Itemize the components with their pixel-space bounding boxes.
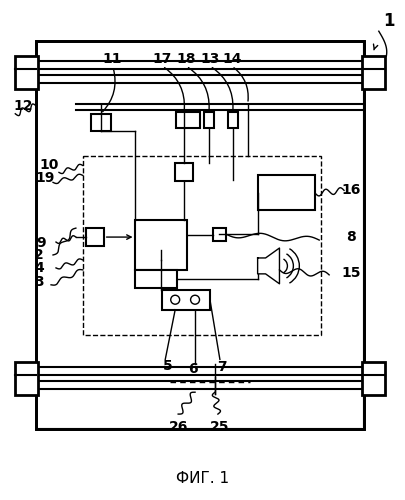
Bar [85, 228, 103, 246]
Bar [36, 41, 363, 429]
Text: 10: 10 [39, 158, 59, 172]
Text: 8: 8 [345, 230, 355, 244]
Text: 7: 7 [217, 360, 226, 374]
Text: 11: 11 [102, 52, 122, 66]
Bar [15, 56, 38, 89]
Bar [15, 362, 38, 395]
Text: 12: 12 [13, 99, 33, 113]
Text: 19: 19 [35, 172, 55, 185]
Bar [257, 176, 314, 210]
Polygon shape [257, 248, 279, 284]
Circle shape [190, 295, 199, 304]
Bar [135, 220, 187, 270]
Text: 1: 1 [382, 12, 394, 30]
Bar [361, 362, 384, 395]
Text: 9: 9 [36, 236, 46, 250]
Bar [36, 368, 363, 389]
Bar [227, 112, 237, 128]
Bar [176, 112, 200, 128]
Bar [91, 114, 111, 130]
Text: 2: 2 [34, 248, 44, 262]
Text: 3: 3 [34, 275, 44, 289]
Bar [361, 56, 384, 89]
Text: 16: 16 [341, 184, 360, 198]
Text: 4: 4 [34, 261, 44, 275]
Bar [135, 270, 177, 288]
Text: 15: 15 [340, 266, 360, 280]
Bar [83, 156, 320, 334]
Text: 6: 6 [188, 362, 197, 376]
Text: 5: 5 [163, 360, 173, 374]
Text: 26: 26 [168, 420, 188, 434]
Bar [203, 112, 213, 128]
Bar [36, 41, 363, 429]
Text: 17: 17 [152, 52, 172, 66]
Text: 25: 25 [210, 420, 229, 434]
Text: ФИГ. 1: ФИГ. 1 [176, 471, 229, 486]
Text: 14: 14 [222, 52, 241, 66]
Bar [212, 228, 225, 241]
Bar [162, 290, 209, 310]
Bar [175, 164, 193, 182]
Circle shape [170, 295, 179, 304]
Bar [38, 43, 361, 427]
Bar [36, 61, 363, 83]
Text: 13: 13 [200, 52, 219, 66]
Text: 18: 18 [176, 52, 195, 66]
